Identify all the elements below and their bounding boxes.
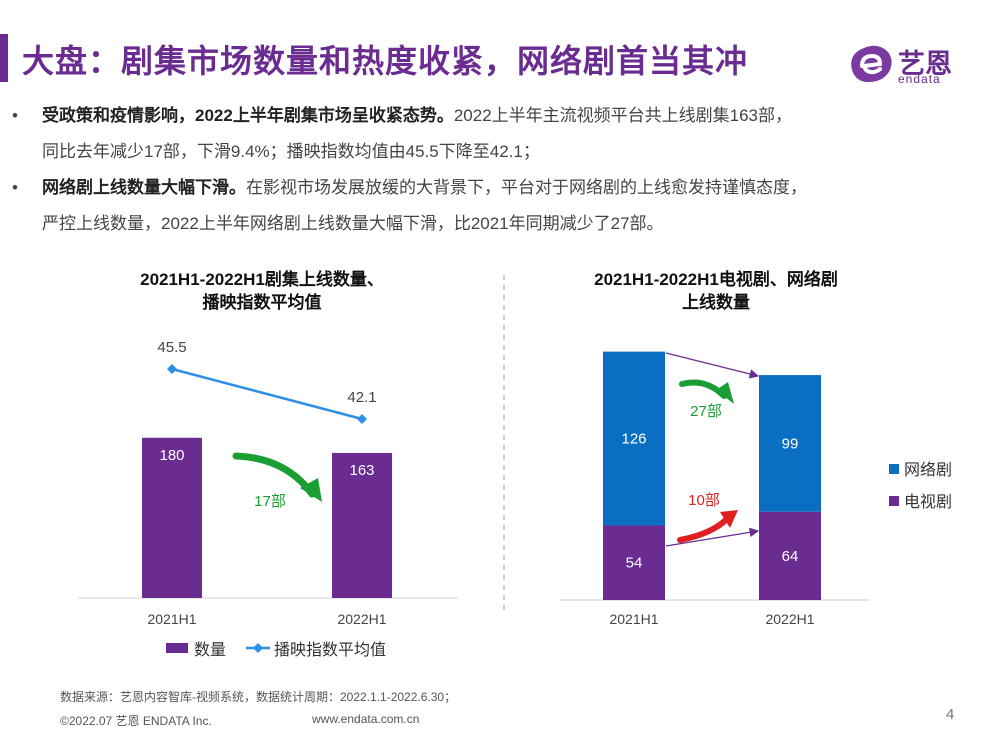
chart1-x-tick: 2022H1	[337, 611, 386, 627]
chart1-title-line1: 2021H1-2022H1剧集上线数量、	[140, 269, 384, 289]
chart2-tvdrama-arrowhead	[720, 510, 738, 528]
bullet-bold: 受政策和疫情影响，2022上半年剧集市场呈收紧态势。	[42, 106, 454, 125]
bullet-dot: •	[12, 178, 18, 197]
chart2-bar-segment	[759, 511, 821, 600]
bullet-bold: 网络剧上线数量大幅下滑。	[42, 178, 246, 197]
page-number: 4	[946, 706, 955, 723]
legend-label: 电视剧	[904, 493, 952, 511]
chart2-connector-top	[665, 352, 760, 379]
chart1-title-line2: 播映指数平均值	[203, 292, 322, 312]
chart1-line-series	[171, 367, 363, 421]
bullet-dot: •	[12, 106, 18, 125]
footer-url: www.endata.com.cn	[312, 712, 420, 726]
chart1-bar-label: 180	[159, 447, 184, 464]
bullet-item: • 网络剧上线数量大幅下滑。在影视市场发展放缓的大背景下，平台对于网络剧的上线愈…	[12, 170, 972, 242]
chart1-line-label: 42.1	[347, 389, 376, 406]
bullet-text: 2022上半年主流视频平台共上线剧集163部，	[453, 106, 793, 125]
bullet-text: 在影视市场发展放缓的大背景下，平台对于网络剧的上线愈发持谨慎态度，	[246, 178, 807, 197]
chart2-bar-segment	[603, 351, 665, 526]
chart2-webdrama-label: 27部	[690, 403, 722, 420]
bullet-list: • 受政策和疫情影响，2022上半年剧集市场呈收紧态势。2022上半年主流视频平…	[12, 98, 972, 242]
legend-label: 网络剧	[904, 460, 952, 479]
legend-label: 播映指数平均值	[274, 641, 386, 659]
legend-label: 数量	[194, 641, 226, 659]
chart1-line-point	[167, 364, 177, 374]
bullet-text: 同比去年减少17部，下滑9.4%；播映指数均值由45.5下降至42.1；	[42, 142, 540, 161]
chart2-title-line2: 上线数量	[682, 292, 750, 312]
logo-sub: endata	[898, 72, 941, 86]
title-accent-bar	[0, 34, 8, 82]
legend-swatch-tvdrama	[889, 496, 899, 506]
page-title: 大盘：剧集市场数量和热度收紧，网络剧首当其冲	[22, 43, 749, 79]
chart1-bar-label: 163	[349, 462, 374, 479]
chart2-x-tick: 2022H1	[765, 611, 814, 627]
chart2-webdrama-arrowhead	[716, 382, 734, 404]
chart1-x-tick: 2021H1	[147, 611, 196, 627]
chart2-tvdrama-label: 10部	[688, 492, 720, 509]
chart2-bar-label: 54	[626, 555, 643, 572]
chart1-decline-label: 17部	[254, 493, 286, 510]
chart1-bar	[142, 437, 202, 598]
chart1-line-label: 45.5	[157, 339, 186, 356]
endata-logo: 艺恩 endata	[846, 40, 966, 88]
chart2-tvdrama-arrow	[677, 515, 731, 543]
bullet-item: • 受政策和疫情影响，2022上半年剧集市场呈收紧态势。2022上半年主流视频平…	[12, 98, 972, 170]
legend-swatch-webdrama	[889, 464, 899, 474]
chart1-bar	[332, 452, 392, 598]
chart2-connector-bottom	[665, 527, 760, 547]
chart2-bar-label: 126	[621, 431, 646, 448]
chart2-bar-label: 99	[782, 435, 799, 452]
bullet-text: 严控上线数量，2022上半年网络剧上线数量大幅下滑，比2021年同期减少了27部…	[42, 214, 664, 233]
chart2-x-tick: 2021H1	[609, 611, 658, 627]
chart1-line-point	[357, 414, 367, 424]
copyright: ©2022.07 艺恩 ENDATA Inc.	[60, 714, 212, 728]
chart1-decline-arrowhead	[300, 478, 322, 502]
chart2-bar-label: 64	[782, 548, 799, 565]
chart2-bar-segment	[603, 525, 665, 600]
endata-logo-icon	[851, 45, 892, 82]
data-source: 数据来源：艺恩内容智库-视频系统，数据统计周期：2022.1.1-2022.6.…	[60, 690, 457, 704]
chart2-title-line1: 2021H1-2022H1电视剧、网络剧	[594, 269, 838, 289]
legend-swatch-bar	[166, 643, 188, 653]
logo-name: 艺恩	[898, 49, 952, 79]
chart2-bar-segment	[759, 375, 821, 512]
legend-swatch-marker	[253, 643, 263, 653]
